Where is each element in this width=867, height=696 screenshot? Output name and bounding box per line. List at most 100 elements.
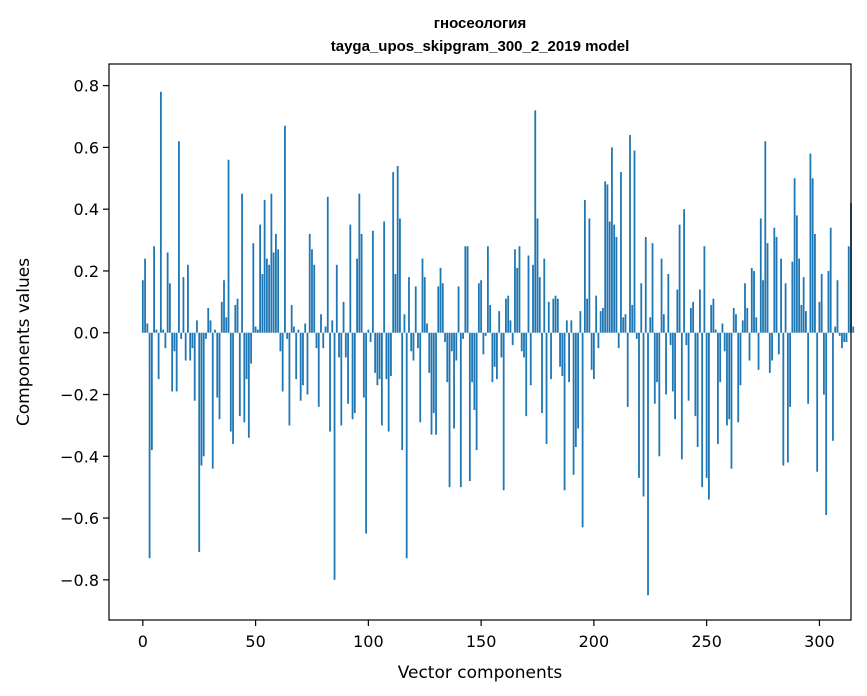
bar-50 <box>254 326 257 333</box>
bar-233 <box>667 274 670 333</box>
bar-268 <box>746 308 749 333</box>
bar-85 <box>333 332 336 580</box>
bar-288 <box>791 261 794 333</box>
bar-25 <box>198 332 201 553</box>
bar-297 <box>811 178 814 333</box>
bar-280 <box>773 227 776 333</box>
bar-163 <box>509 320 512 333</box>
bar-61 <box>279 332 282 352</box>
bar-134 <box>444 332 446 342</box>
bar-93 <box>351 332 354 420</box>
bar-48 <box>250 332 252 364</box>
bar-90 <box>344 332 347 358</box>
plot-frame <box>108 63 852 621</box>
bar-82 <box>326 196 329 333</box>
bar-110 <box>390 332 392 376</box>
bar-150 <box>480 280 483 333</box>
bar-131 <box>437 286 440 333</box>
bar-164 <box>511 332 514 346</box>
bar-240 <box>683 209 685 333</box>
bar-127 <box>428 332 431 373</box>
bar-3 <box>148 332 151 559</box>
y-tick-label: −0.2 <box>60 386 99 405</box>
bar-290 <box>795 215 798 333</box>
bar-68 <box>295 332 298 380</box>
bar-144 <box>466 246 469 333</box>
bar-154 <box>489 304 492 333</box>
bar-279 <box>771 332 773 361</box>
bar-266 <box>741 320 744 333</box>
bar-291 <box>798 258 801 333</box>
x-tick-label: 300 <box>804 632 835 651</box>
bar-24 <box>196 320 198 333</box>
bar-138 <box>453 332 455 429</box>
bar-232 <box>665 332 667 395</box>
bar-7 <box>157 332 160 380</box>
y-tick-label: 0.4 <box>74 200 99 219</box>
bar-30 <box>209 320 212 333</box>
bar-253 <box>712 298 715 333</box>
bar-96 <box>358 193 361 333</box>
bar-146 <box>471 332 473 383</box>
bar-224 <box>647 332 649 596</box>
bar-270 <box>750 267 753 333</box>
bar-251 <box>708 332 710 500</box>
x-tick-label: 150 <box>466 632 497 651</box>
bar-94 <box>353 332 356 414</box>
bar-71 <box>302 332 304 386</box>
bar-313 <box>847 246 850 333</box>
bar-248 <box>701 332 704 488</box>
bar-151 <box>482 332 485 355</box>
bar-210 <box>615 236 618 333</box>
bar-305 <box>829 227 832 333</box>
bar-16 <box>178 141 180 333</box>
bar-113 <box>396 165 399 333</box>
chart-subtitle: tayga_upos_skipgram_300_2_2019 model <box>331 38 630 55</box>
bar-186 <box>561 332 564 376</box>
bar-57 <box>270 193 273 333</box>
bar-153 <box>486 246 489 333</box>
bar-126 <box>426 323 428 333</box>
bar-219 <box>635 332 638 339</box>
bar-102 <box>371 230 374 333</box>
bar-97 <box>360 233 363 333</box>
bar-115 <box>401 332 404 451</box>
bar-199 <box>590 332 593 370</box>
bar-136 <box>448 332 451 488</box>
bar-235 <box>671 332 674 392</box>
bar-4 <box>150 332 153 451</box>
bar-158 <box>498 311 501 333</box>
bar-10 <box>164 332 167 349</box>
bar-196 <box>583 199 586 333</box>
bar-315 <box>852 326 855 333</box>
bar-170 <box>525 332 528 417</box>
bar-84 <box>331 320 334 333</box>
bar-222 <box>642 332 645 497</box>
x-tick-label: 250 <box>691 632 722 651</box>
bar-33 <box>216 332 219 398</box>
bar-201 <box>595 295 598 333</box>
bar-303 <box>825 332 828 515</box>
bar-180 <box>547 301 550 333</box>
bar-83 <box>329 332 331 432</box>
bar-195 <box>581 332 584 528</box>
bar-263 <box>735 314 737 333</box>
bar-137 <box>450 332 453 352</box>
bar-229 <box>658 332 661 457</box>
bar-76 <box>313 264 316 333</box>
bar-202 <box>597 332 600 349</box>
bar-160 <box>502 332 505 491</box>
bar-165 <box>514 249 516 333</box>
bar-243 <box>689 308 692 333</box>
bar-116 <box>403 314 406 333</box>
bar-207 <box>608 221 611 333</box>
bar-265 <box>739 332 742 386</box>
bar-98 <box>362 332 365 398</box>
bar-173 <box>532 264 534 333</box>
bar-261 <box>730 332 733 469</box>
bar-92 <box>349 224 352 333</box>
bar-241 <box>685 332 688 346</box>
bar-176 <box>538 277 541 333</box>
bar-213 <box>622 317 625 333</box>
bar-5 <box>153 246 155 333</box>
